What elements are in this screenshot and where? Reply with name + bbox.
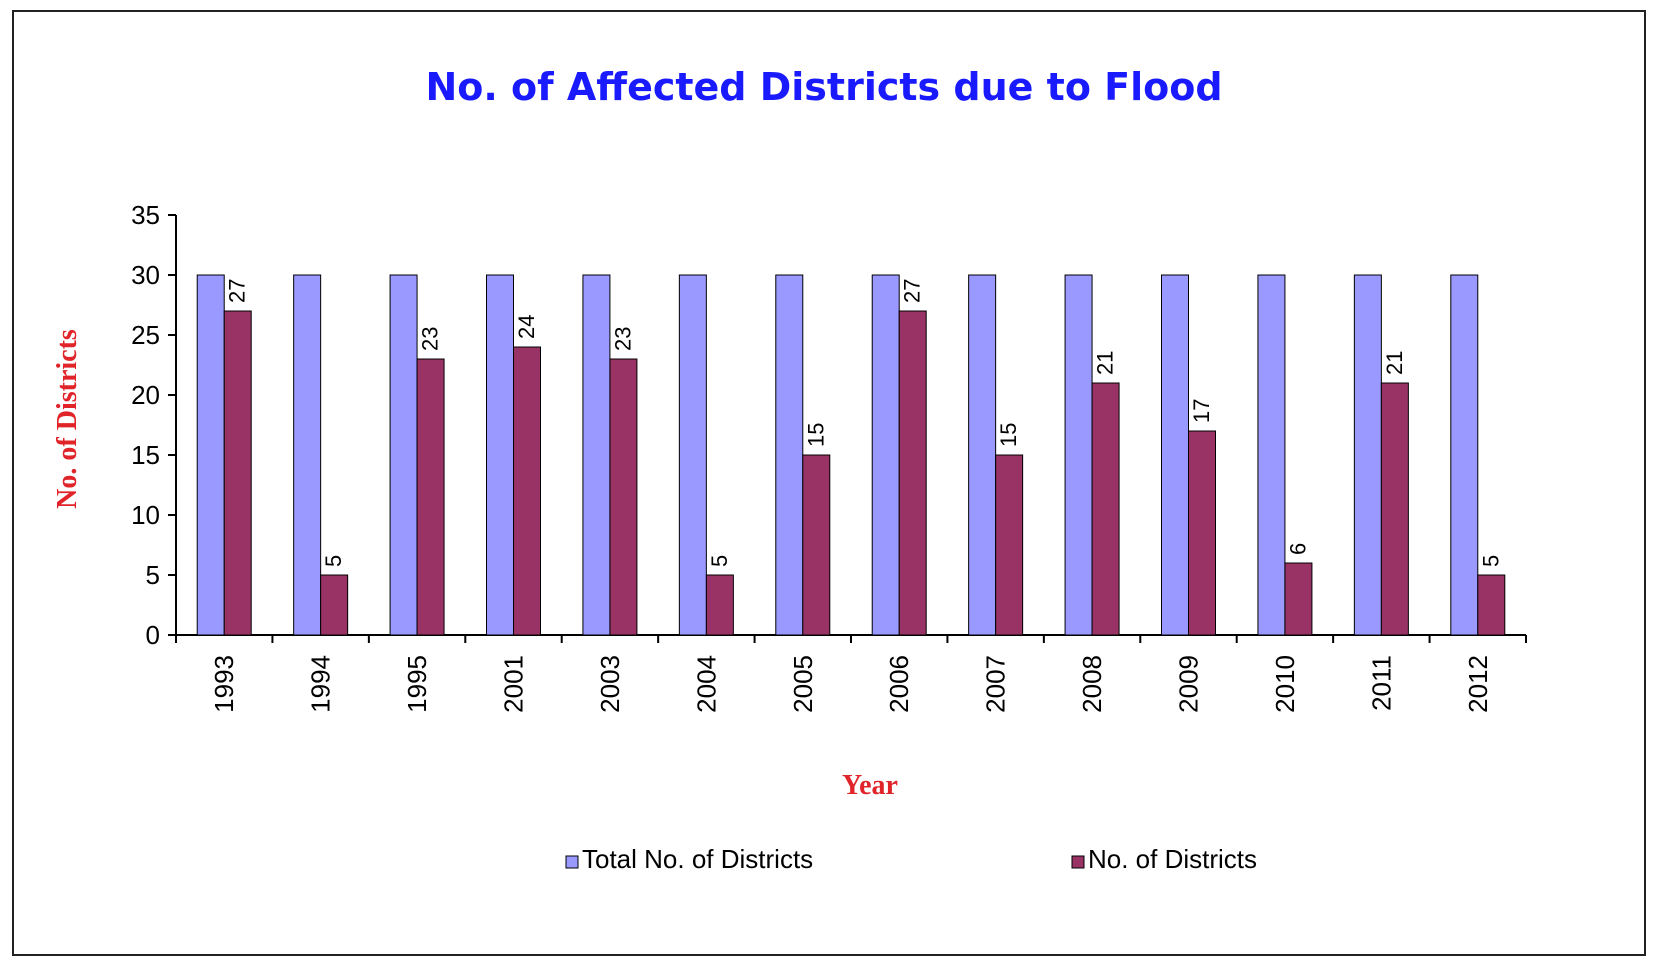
y-tick-label: 30 — [131, 260, 160, 290]
bar-affected — [513, 346, 541, 636]
bar-affected — [609, 358, 638, 636]
bar-affected — [995, 454, 1024, 636]
bar-total — [1353, 274, 1382, 636]
bar-total — [1064, 274, 1093, 636]
bar-chart: No. of Affected Districts due to Flood 0… — [52, 65, 1527, 874]
data-label: 27 — [225, 279, 250, 303]
data-label: 17 — [1189, 399, 1214, 423]
bar-total — [1161, 274, 1189, 636]
x-tick-label: 2004 — [691, 655, 721, 713]
data-label: 5 — [321, 555, 346, 567]
chart-frame: No. of Affected Districts due to Flood 0… — [12, 10, 1646, 956]
legend-swatch — [1071, 855, 1085, 869]
legend-swatch — [565, 855, 579, 869]
x-tick-label: 2005 — [788, 655, 818, 713]
bar-affected — [802, 454, 831, 636]
data-label: 15 — [996, 423, 1021, 447]
bar-total — [775, 274, 804, 636]
x-axis-title: Year — [842, 770, 898, 801]
bar-affected — [320, 574, 349, 636]
chart-title: No. of Affected Districts due to Flood — [425, 65, 1222, 109]
bar-affected — [1380, 382, 1409, 636]
y-tick-label: 25 — [131, 320, 160, 350]
bar-total — [1257, 274, 1286, 636]
bar-total — [196, 274, 225, 636]
bar-total — [678, 274, 707, 636]
x-tick-label: 2010 — [1270, 655, 1300, 713]
data-label: 23 — [610, 327, 635, 351]
x-tick-label: 2008 — [1077, 655, 1107, 713]
y-axis-title: No. of Districts — [52, 329, 83, 509]
x-tick-label: 2011 — [1366, 655, 1396, 711]
x-tick-label: 2001 — [499, 655, 529, 713]
bar-affected — [705, 574, 734, 636]
data-label: 15 — [803, 423, 828, 447]
bar-affected — [1091, 382, 1120, 636]
plot-area: 0 5 10 15 20 25 30 35 27 1993 5 1994 23 1995 24 2001 23 2… — [131, 200, 1527, 713]
bar-total — [968, 274, 997, 636]
bar-affected — [1284, 562, 1313, 636]
legend-label: Total No. of Districts — [582, 844, 813, 874]
y-tick-label: 20 — [131, 380, 160, 410]
x-tick-label: 2007 — [981, 655, 1011, 713]
legend: Total No. of Districts No. of Districts — [565, 844, 1257, 874]
bar-total — [389, 274, 418, 636]
bar-affected — [1477, 574, 1506, 636]
x-tick-label: 1994 — [306, 655, 336, 713]
x-tick-label: 1995 — [402, 655, 432, 713]
data-label: 27 — [900, 279, 925, 303]
bar-total — [582, 274, 611, 636]
data-label: 21 — [1093, 351, 1118, 375]
bar-affected — [223, 310, 252, 636]
data-label: 5 — [707, 555, 732, 567]
x-tick-label: 2009 — [1174, 655, 1204, 713]
data-label: 24 — [514, 315, 539, 339]
bar-affected — [898, 310, 927, 636]
bar-total — [871, 274, 900, 636]
y-tick-label: 10 — [131, 500, 160, 530]
bar-total — [293, 274, 322, 636]
x-tick-label: 2012 — [1463, 655, 1493, 713]
data-label: 23 — [418, 327, 443, 351]
data-label: 5 — [1478, 555, 1503, 567]
data-label: 6 — [1285, 543, 1310, 555]
y-tick-label: 5 — [146, 560, 160, 590]
x-tick-label: 1993 — [209, 655, 239, 713]
y-tick-label: 35 — [131, 200, 160, 230]
x-tick-label: 2003 — [595, 655, 625, 713]
data-label: 21 — [1382, 351, 1407, 375]
bar-total — [486, 274, 514, 636]
x-tick-label: 2006 — [884, 655, 914, 713]
y-tick-label: 0 — [146, 620, 160, 650]
bar-total — [1450, 274, 1479, 636]
bar-affected — [416, 358, 445, 636]
bar-affected — [1188, 430, 1216, 636]
legend-label: No. of Districts — [1088, 844, 1257, 874]
y-tick-label: 15 — [131, 440, 160, 470]
